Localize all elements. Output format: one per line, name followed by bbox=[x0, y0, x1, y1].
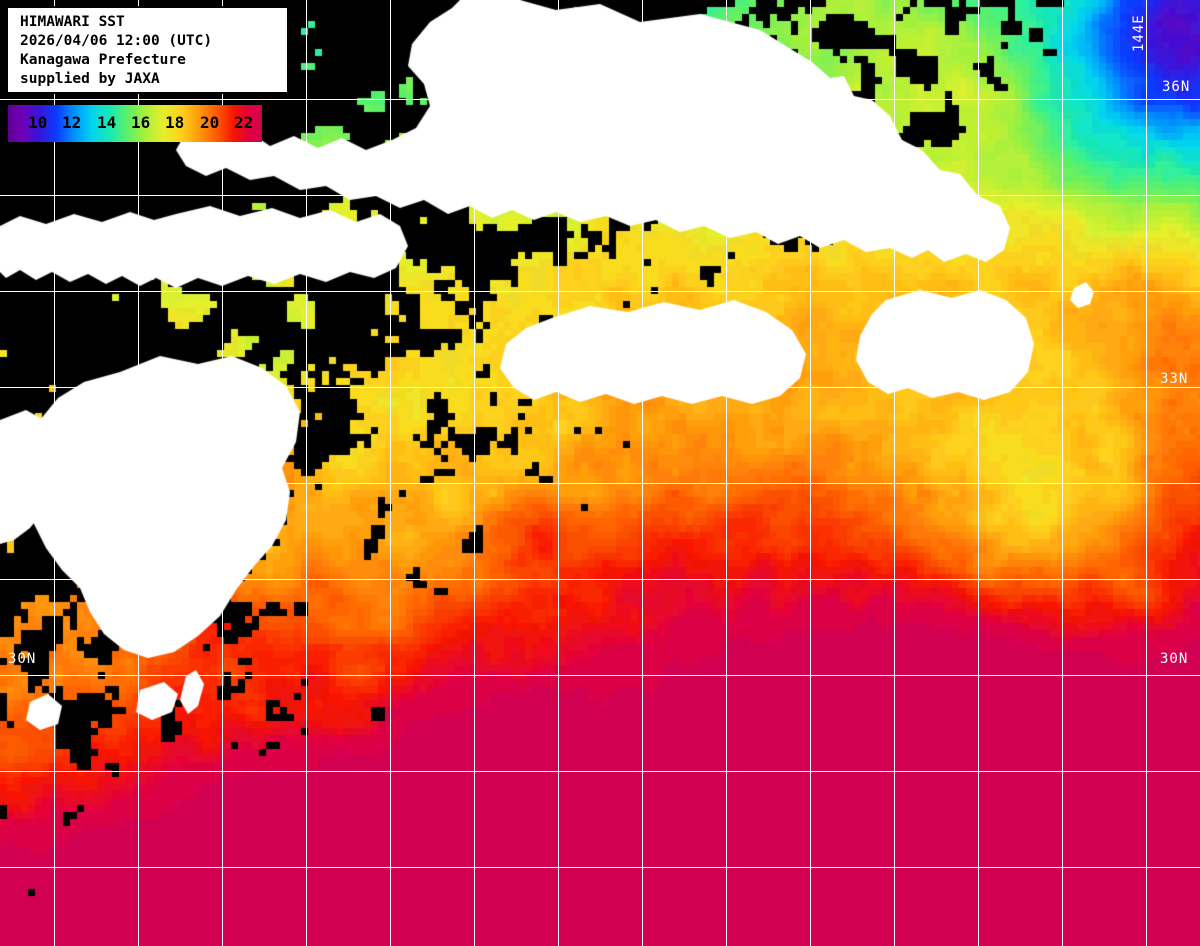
colorbar-tick-12: 12 bbox=[62, 113, 82, 132]
lon-label-144e: 144E bbox=[1131, 14, 1147, 52]
gridline-meridian-12 bbox=[1062, 0, 1063, 946]
gridline-parallel-2 bbox=[0, 291, 1200, 292]
gridline-meridian-0 bbox=[54, 0, 55, 946]
gridline-parallel-7 bbox=[0, 771, 1200, 772]
gridline-parallel-1 bbox=[0, 195, 1200, 196]
colorbar-tick-16: 16 bbox=[131, 113, 151, 132]
colorbar-tick-10: 10 bbox=[28, 113, 48, 132]
gridline-meridian-11 bbox=[978, 0, 979, 946]
title-datetime: 2026/04/06 12:00 (UTC) bbox=[20, 33, 213, 49]
colorbar-tick-20: 20 bbox=[200, 113, 220, 132]
gridline-parallel-0 bbox=[0, 99, 1200, 100]
gridline-meridian-8 bbox=[726, 0, 727, 946]
lat-label-36n-right: 36N bbox=[1162, 79, 1191, 95]
gridline-meridian-5 bbox=[474, 0, 475, 946]
lat-label-33n-right: 33N bbox=[1160, 371, 1189, 387]
gridline-meridian-7 bbox=[642, 0, 643, 946]
gridline-meridian-2 bbox=[222, 0, 223, 946]
lat-label-30n-left: 30N bbox=[8, 651, 37, 667]
title-region: Kanagawa Prefecture bbox=[20, 52, 186, 68]
colorbar-tick-22: 22 bbox=[234, 113, 254, 132]
gridline-meridian-10 bbox=[894, 0, 895, 946]
gridline-meridian-13 bbox=[1146, 0, 1147, 946]
title-card: HIMAWARI SST 2026/04/06 12:00 (UTC) Kana… bbox=[6, 6, 289, 94]
sst-colorbar: 10 12 14 16 18 20 22 bbox=[8, 105, 262, 142]
title-product: HIMAWARI SST bbox=[20, 14, 125, 30]
gridline-parallel-3 bbox=[0, 387, 1200, 388]
lon-label-136e: 136E bbox=[491, 14, 507, 52]
gridline-meridian-1 bbox=[138, 0, 139, 946]
colorbar-tick-14: 14 bbox=[97, 113, 117, 132]
gridline-parallel-4 bbox=[0, 483, 1200, 484]
colorbar-gradient bbox=[8, 105, 262, 142]
lat-label-30n-right: 30N bbox=[1160, 651, 1189, 667]
colorbar-tick-18: 18 bbox=[165, 113, 185, 132]
gridline-parallel-8 bbox=[0, 867, 1200, 868]
gridline-parallel-6 bbox=[0, 675, 1200, 676]
gridline-parallel-5 bbox=[0, 579, 1200, 580]
title-credit: supplied by JAXA bbox=[20, 71, 160, 87]
gridline-meridian-3 bbox=[306, 0, 307, 946]
lat-label-33n-left: 33N bbox=[6, 371, 35, 387]
gridline-meridian-9 bbox=[810, 0, 811, 946]
gridline-meridian-6 bbox=[558, 0, 559, 946]
gridline-meridian-4 bbox=[390, 0, 391, 946]
colorbar-tick-labels: 10 12 14 16 18 20 22 bbox=[8, 105, 262, 142]
